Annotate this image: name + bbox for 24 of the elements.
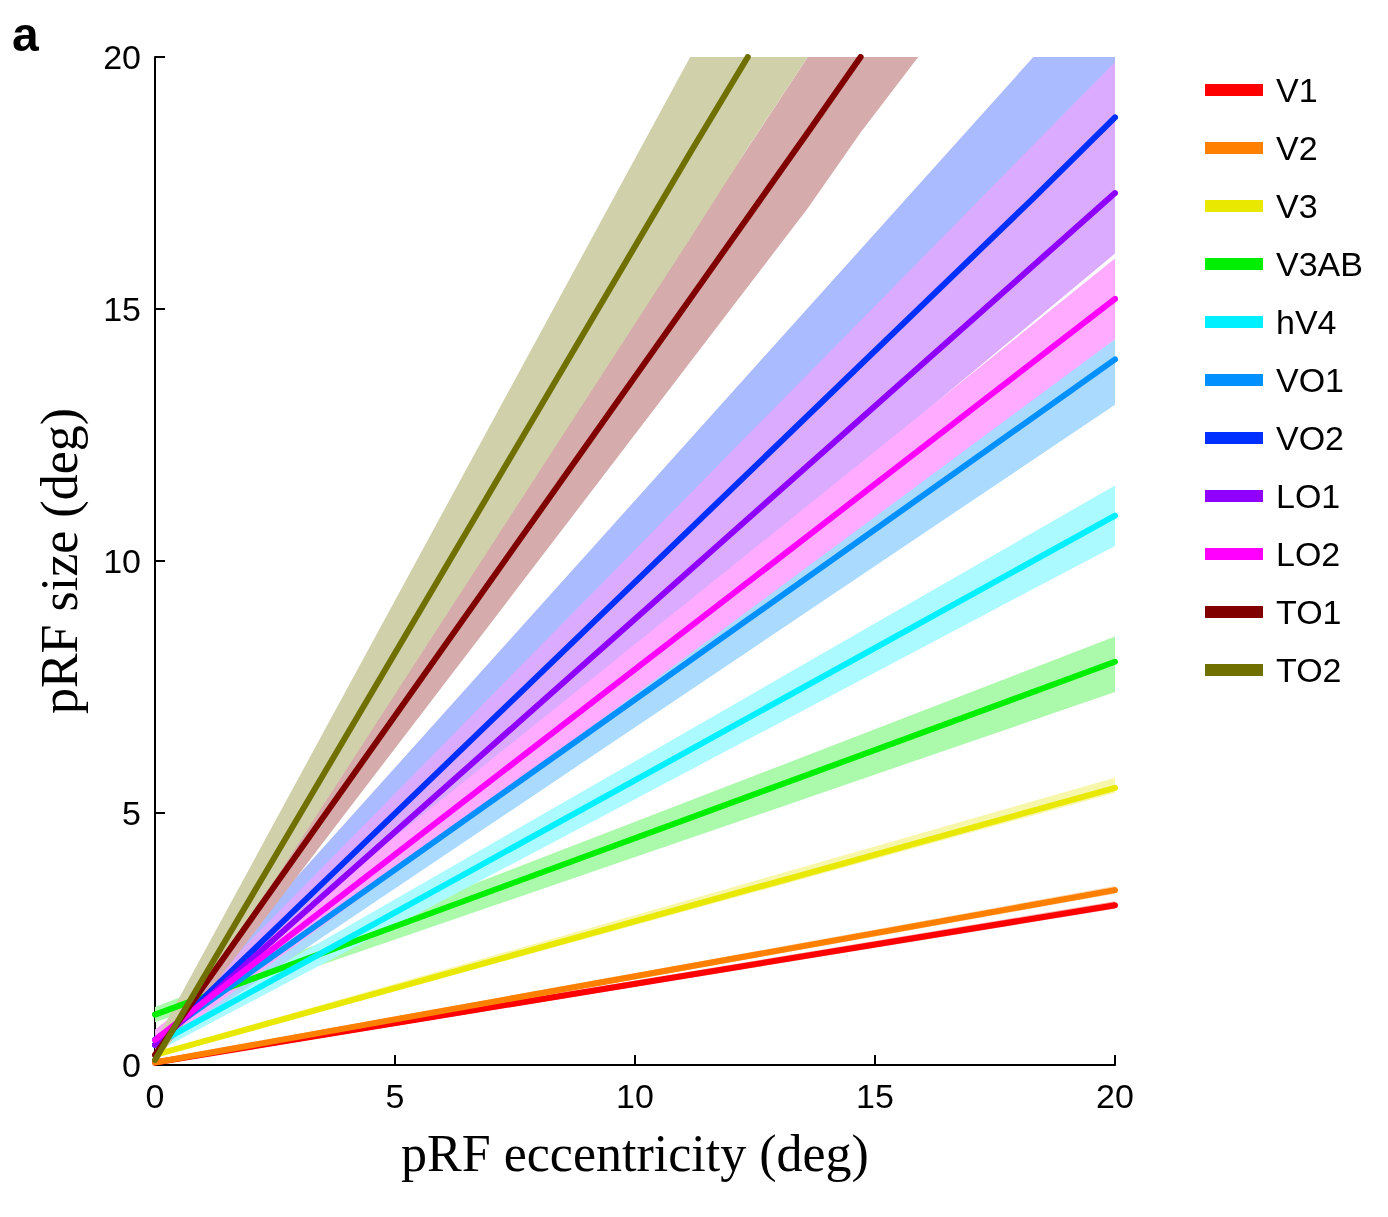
x-tick-label: 5 [385,1077,405,1115]
text: a [12,7,39,61]
y-tick-label: 15 [103,290,141,328]
x-axis-title: pRF eccentricity (deg) [401,1124,869,1183]
legend-label: V2 [1276,129,1318,167]
x-tick-label: 10 [616,1077,654,1115]
legend-label: LO1 [1276,477,1341,515]
x-tick-label: 0 [145,1077,165,1115]
y-tick-label: 5 [122,794,141,832]
legend-label: V3 [1276,187,1318,225]
legend-label: TO1 [1276,593,1342,631]
y-tick-label: 0 [122,1046,141,1084]
legend-label: hV4 [1276,303,1337,341]
legend-label: VO2 [1276,419,1345,457]
y-tick-label: 10 [103,542,141,580]
legend-label: V3AB [1276,245,1363,283]
x-tick-label: 15 [856,1077,894,1115]
x-tick-label: 20 [1096,1077,1134,1115]
legend-label: VO1 [1276,361,1345,399]
legend-label: LO2 [1276,535,1341,573]
y-axis-title: pRF size (deg) [30,407,89,715]
legend-label: V1 [1276,71,1318,109]
legend-label: TO2 [1276,651,1342,689]
y-tick-label: 20 [103,38,141,76]
